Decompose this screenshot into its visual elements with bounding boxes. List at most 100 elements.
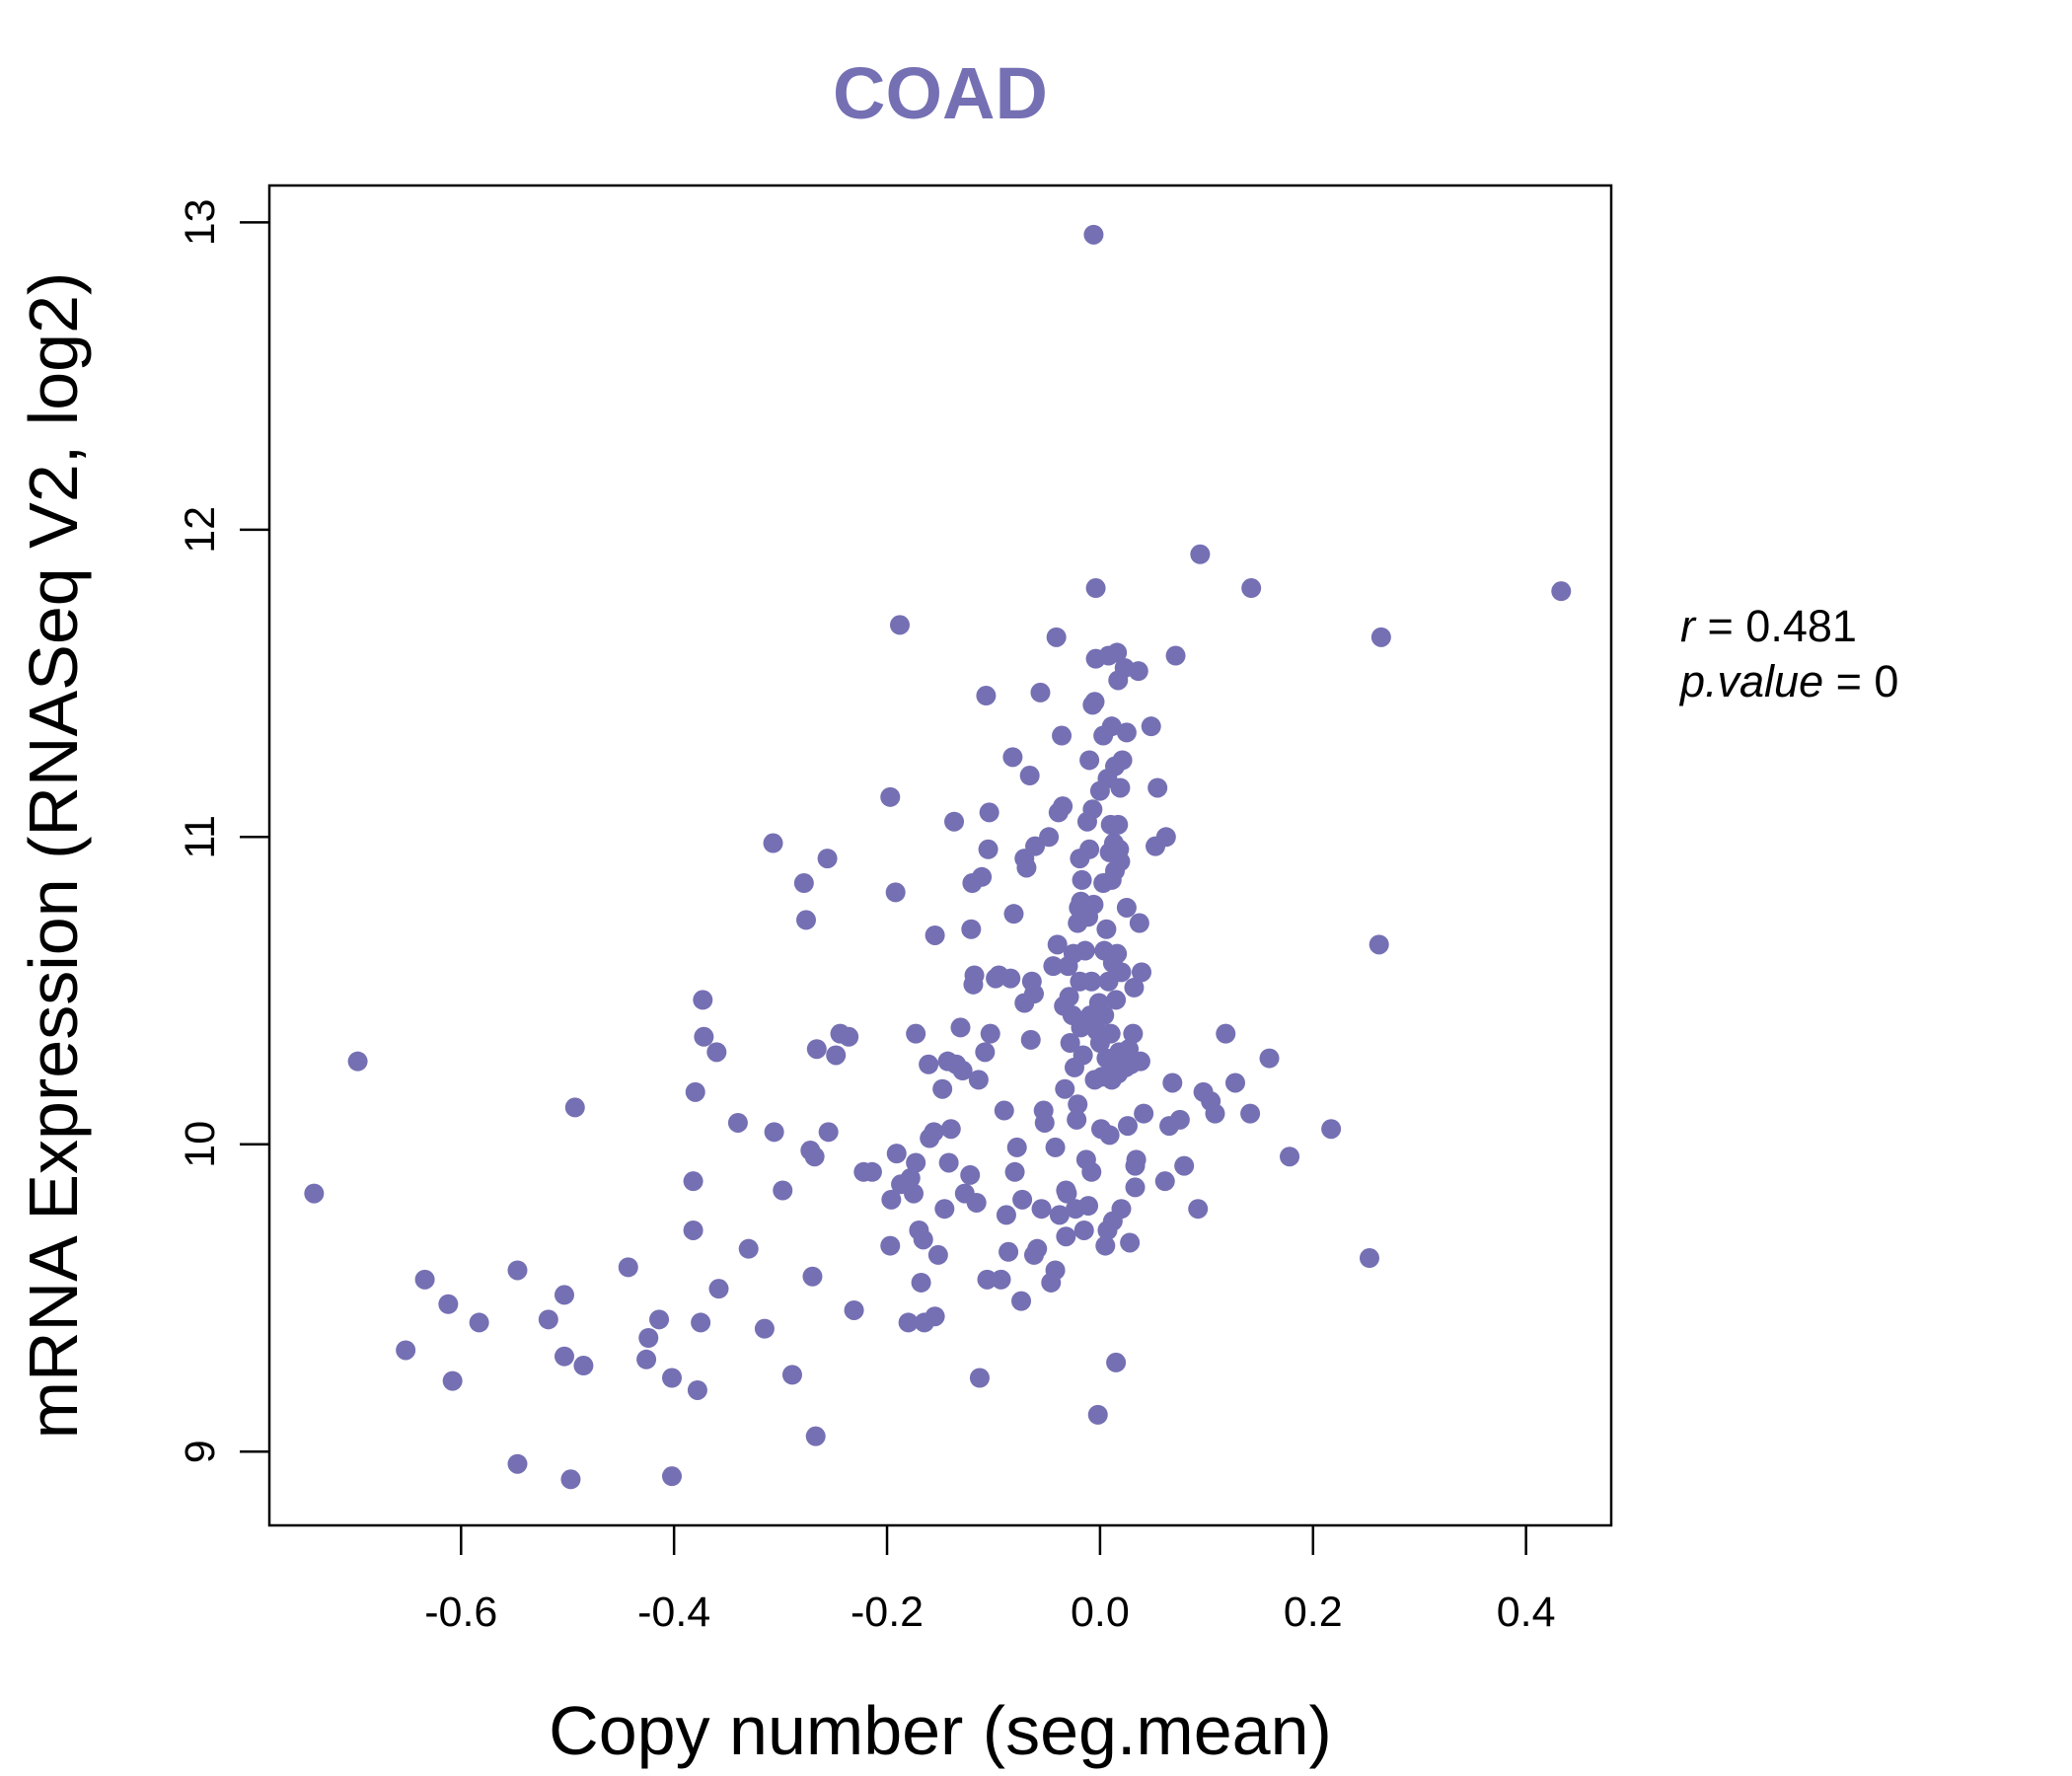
data-point <box>507 1453 528 1474</box>
data-point <box>1134 1103 1154 1124</box>
data-point <box>1359 1248 1379 1269</box>
data-point <box>469 1312 489 1333</box>
data-point <box>996 1205 1016 1225</box>
data-point <box>911 1272 931 1293</box>
data-point <box>507 1260 528 1281</box>
p-stat: p.value = 0 <box>1678 656 1898 706</box>
data-point <box>906 1152 926 1173</box>
data-point <box>1083 224 1104 245</box>
data-point <box>938 1152 959 1173</box>
data-point <box>999 1241 1019 1262</box>
data-point <box>1081 971 1102 992</box>
x-tick-label: 0.2 <box>1284 1589 1343 1636</box>
data-point <box>1141 716 1161 737</box>
data-point <box>1046 627 1067 647</box>
data-point <box>1072 869 1092 890</box>
data-point <box>1130 1051 1150 1072</box>
data-point <box>1016 857 1037 878</box>
data-point <box>1224 1073 1245 1093</box>
data-point <box>1078 1196 1099 1217</box>
data-point <box>1025 836 1046 856</box>
data-point <box>1068 1094 1088 1115</box>
x-tick-label: -0.2 <box>851 1589 924 1636</box>
data-point <box>979 802 999 823</box>
data-point <box>925 1306 945 1327</box>
data-point <box>1116 897 1137 918</box>
data-point <box>913 1229 933 1250</box>
data-point <box>964 965 985 986</box>
data-point <box>924 1122 944 1143</box>
data-point <box>1073 1045 1093 1066</box>
data-point <box>638 1328 659 1349</box>
data-point <box>1059 987 1079 1007</box>
data-point <box>880 786 901 807</box>
data-point <box>1106 990 1127 1010</box>
data-point <box>1000 968 1021 989</box>
r-stat: r = 0.481 <box>1680 601 1857 651</box>
data-point <box>1034 1112 1055 1133</box>
data-point <box>691 1312 711 1333</box>
data-point <box>1174 1155 1195 1176</box>
data-point <box>1096 919 1117 939</box>
data-point <box>554 1346 574 1367</box>
data-point <box>805 1426 826 1446</box>
data-point <box>1110 851 1131 872</box>
data-point <box>1119 1039 1140 1060</box>
data-point <box>1011 1291 1032 1311</box>
data-point <box>994 1100 1014 1121</box>
data-point <box>1099 1125 1120 1146</box>
data-point <box>950 1017 971 1038</box>
data-point <box>1055 1078 1075 1099</box>
data-point <box>1205 1103 1225 1124</box>
data-point <box>1280 1147 1300 1167</box>
data-point <box>806 1039 827 1060</box>
data-point <box>1124 977 1145 998</box>
data-point <box>960 1164 981 1185</box>
data-point <box>560 1469 581 1490</box>
correlation-stats: r = 0.481 p.value = 0 <box>1678 601 1898 706</box>
data-point <box>991 1269 1011 1290</box>
data-point <box>804 1147 825 1167</box>
data-point <box>1110 777 1131 798</box>
y-tick-label: 9 <box>177 1440 224 1463</box>
data-point <box>1125 1177 1146 1198</box>
data-point <box>1111 962 1132 983</box>
data-point <box>978 839 999 859</box>
data-point <box>438 1294 459 1314</box>
p-label: p.value <box>1678 656 1823 706</box>
data-point <box>1370 627 1391 647</box>
data-point <box>880 1235 901 1256</box>
data-point <box>304 1183 325 1204</box>
data-point <box>706 1042 727 1063</box>
data-point <box>1056 1226 1076 1247</box>
y-tick-label: 13 <box>177 198 224 246</box>
data-point <box>683 1171 703 1192</box>
data-point <box>1101 716 1122 737</box>
data-point <box>754 1318 775 1339</box>
data-point <box>1106 1352 1127 1372</box>
data-point <box>573 1356 594 1376</box>
data-point <box>554 1285 574 1305</box>
data-point <box>687 1379 707 1400</box>
data-point <box>1067 1109 1087 1130</box>
data-point <box>1155 827 1176 848</box>
data-point <box>708 1279 729 1299</box>
data-point <box>1112 750 1133 771</box>
data-point <box>818 1122 839 1143</box>
x-tick-label: -0.6 <box>424 1589 497 1636</box>
data-point <box>1043 956 1064 977</box>
data-point <box>1162 1073 1183 1093</box>
chart-title: COAD <box>833 52 1048 134</box>
data-point <box>966 1192 987 1213</box>
data-point <box>1100 1023 1121 1044</box>
data-point <box>1084 692 1105 712</box>
data-point <box>618 1257 638 1278</box>
data-point <box>1123 1023 1144 1044</box>
data-point <box>1079 750 1100 771</box>
data-point <box>1120 1232 1141 1253</box>
data-point <box>1049 1205 1070 1225</box>
data-point <box>1053 796 1073 817</box>
data-point <box>693 990 713 1010</box>
data-point <box>980 1023 1000 1044</box>
